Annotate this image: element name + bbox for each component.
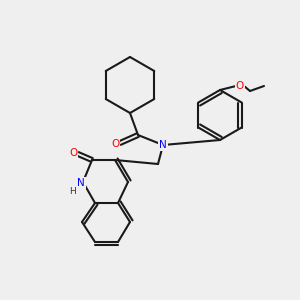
Text: N: N: [77, 178, 85, 188]
Text: O: O: [111, 139, 119, 149]
Text: H: H: [70, 187, 76, 196]
Text: O: O: [69, 148, 77, 158]
Text: O: O: [236, 81, 244, 91]
Text: N: N: [159, 140, 167, 150]
